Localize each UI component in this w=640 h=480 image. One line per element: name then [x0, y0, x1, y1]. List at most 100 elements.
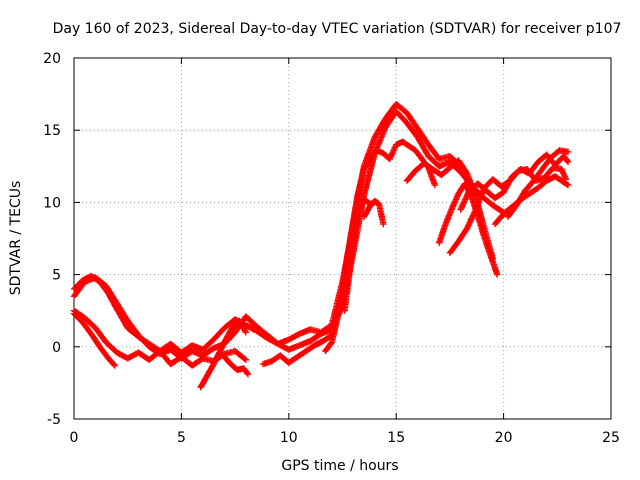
- marker-run: [386, 142, 399, 163]
- marker-run: [135, 332, 152, 349]
- marker-run: [70, 310, 85, 325]
- y-axis-label: SDTVAR / TECUs: [8, 181, 24, 296]
- series-sat-p: [491, 173, 572, 228]
- marker-run: [96, 343, 111, 361]
- x-tick-labels: 0 5 10 15 20 25: [70, 430, 620, 446]
- x-tick-label: 25: [602, 430, 620, 446]
- y-tick-labels: -5 0 5 10 15 20: [43, 51, 61, 428]
- marker-run: [113, 300, 131, 323]
- marker-run: [199, 337, 216, 353]
- marker-run: [455, 157, 470, 176]
- marker-run: [113, 306, 131, 330]
- marker-run: [354, 197, 367, 220]
- marker-run: [500, 204, 515, 218]
- marker-run: [442, 206, 455, 228]
- marker-run: [474, 212, 487, 239]
- marker-run: [446, 239, 461, 257]
- marker-run: [491, 189, 506, 202]
- marker-run: [474, 180, 489, 194]
- marker-run: [294, 348, 308, 361]
- marker-run: [560, 179, 571, 188]
- marker-run: [221, 353, 234, 367]
- marker-point: [564, 181, 572, 189]
- marker-run: [322, 340, 334, 355]
- marker-run: [264, 332, 281, 347]
- series-sat-j: [360, 197, 387, 228]
- data-markers: [70, 101, 572, 391]
- marker-run: [393, 101, 409, 116]
- marker-run: [354, 167, 367, 199]
- marker-run: [88, 330, 103, 349]
- axis-ticks: [73, 57, 612, 420]
- series-sat-f: [221, 353, 252, 378]
- x-tick-label: 10: [280, 430, 298, 446]
- series-sat-e: [197, 317, 250, 391]
- marker-run: [156, 347, 173, 367]
- chart-title: Day 160 of 2023, Sidereal Day-to-day VTE…: [53, 21, 622, 37]
- marker-run: [371, 197, 382, 207]
- marker-run: [341, 258, 355, 314]
- marker-run: [197, 373, 210, 391]
- marker-run: [509, 197, 523, 210]
- marker-run: [210, 326, 227, 343]
- marker-run: [425, 141, 442, 162]
- marker-run: [455, 226, 470, 245]
- marker-run: [425, 153, 442, 169]
- series-sat-c: [70, 307, 250, 369]
- marker-point: [493, 271, 501, 278]
- marker-run: [405, 142, 418, 153]
- marker-run: [481, 233, 494, 258]
- marker-point: [242, 356, 250, 363]
- marker-run: [204, 362, 217, 379]
- marker-run: [541, 165, 556, 182]
- marker-run: [414, 125, 431, 147]
- marker-run: [521, 178, 536, 194]
- marker-run: [412, 147, 425, 161]
- marker-run: [489, 202, 506, 215]
- marker-run: [328, 313, 341, 346]
- series-sat-a: [70, 101, 464, 356]
- marker-run: [491, 211, 506, 228]
- marker-point: [244, 371, 252, 378]
- series-sat-g: [259, 332, 335, 368]
- marker-run: [70, 279, 87, 300]
- marker-run: [403, 168, 418, 184]
- marker-run: [216, 336, 230, 355]
- series-sat-n: [457, 151, 572, 213]
- marker-run: [92, 324, 109, 345]
- marker-run: [285, 331, 302, 343]
- marker-run: [360, 155, 373, 173]
- x-axis-label: GPS time / hours: [281, 458, 398, 474]
- marker-run: [240, 365, 251, 377]
- marker-run: [231, 347, 248, 362]
- x-tick-label: 5: [177, 430, 186, 446]
- marker-run: [360, 151, 378, 199]
- marker-run: [81, 314, 98, 331]
- grid-lines: [74, 58, 611, 419]
- marker-run: [79, 319, 94, 336]
- marker-point: [431, 181, 439, 189]
- marker-run: [103, 283, 120, 306]
- marker-run: [375, 200, 387, 226]
- marker-run: [438, 165, 452, 179]
- y-tick-label: 15: [43, 123, 61, 139]
- x-tick-label: 20: [495, 430, 513, 446]
- marker-run: [92, 274, 109, 289]
- marker-run: [393, 108, 410, 125]
- marker-run: [124, 317, 141, 338]
- marker-run: [403, 109, 420, 131]
- series-sat-d: [70, 310, 119, 369]
- marker-run: [347, 193, 361, 238]
- marker-run: [335, 273, 348, 319]
- marker-run: [307, 331, 323, 345]
- x-tick-label: 15: [387, 430, 405, 446]
- marker-run: [223, 324, 236, 342]
- marker-run: [534, 178, 549, 192]
- marker-run: [210, 349, 223, 368]
- marker-run: [500, 174, 515, 196]
- marker-run: [530, 167, 545, 184]
- marker-run: [236, 317, 249, 335]
- marker-run: [420, 160, 435, 172]
- plot-frame: [73, 57, 612, 420]
